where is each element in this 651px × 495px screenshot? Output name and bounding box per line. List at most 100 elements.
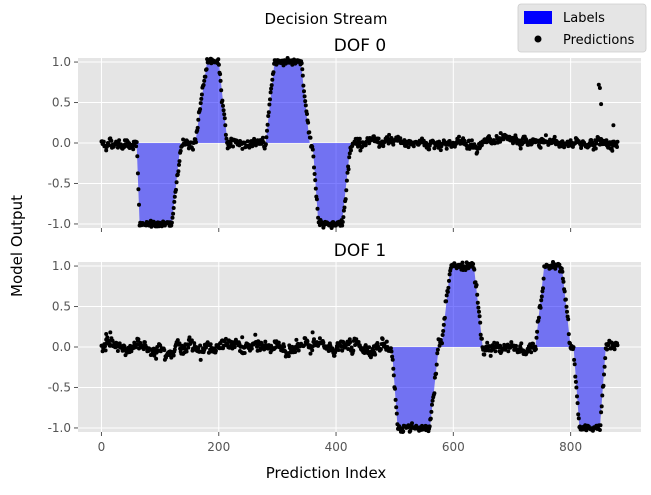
dof1-prediction-point xyxy=(336,348,341,352)
dof0-prediction-point xyxy=(307,130,312,135)
dof1-prediction-point xyxy=(242,351,247,355)
dof0-labels-area xyxy=(101,62,618,224)
dof1-prediction-point xyxy=(349,345,354,350)
dof1-ytick-label: 1.0 xyxy=(52,259,71,273)
dof1-prediction-point xyxy=(601,383,606,388)
dof0-prediction-point xyxy=(381,144,386,149)
dof1-prediction-point xyxy=(263,339,268,344)
dof0-prediction-point xyxy=(171,211,176,216)
dof0-prediction-point xyxy=(314,197,319,202)
dof0-prediction-point xyxy=(270,77,275,82)
dof0-prediction-point xyxy=(593,146,598,151)
dof1-prediction-point xyxy=(564,304,569,309)
dof1-prediction-point xyxy=(103,344,107,349)
dof1-ticks: -1.0 -0.5 0.0 0.5 1.0 0 200 400 600 800 xyxy=(48,259,583,454)
dof0-prediction-point xyxy=(101,139,106,144)
y-axis-label: Model Output xyxy=(8,195,26,297)
dof1-prediction-point xyxy=(384,339,389,344)
dof1-prediction-point xyxy=(348,340,353,344)
dof0-prediction-point xyxy=(427,147,432,152)
dof1-prediction-point xyxy=(529,350,534,355)
dof0-prediction-point xyxy=(347,155,352,160)
dof0-prediction-point xyxy=(301,83,306,88)
dof0-prediction-point xyxy=(341,215,346,220)
dof1-prediction-point xyxy=(575,401,580,406)
dof0-prediction-point xyxy=(590,141,595,145)
dof0-prediction-point xyxy=(199,92,204,97)
dof0-prediction-point xyxy=(172,194,177,199)
dof0-prediction-point xyxy=(552,134,557,139)
dof0-prediction-point xyxy=(182,142,187,147)
dof1-prediction-point xyxy=(373,352,378,357)
dof1-prediction-point xyxy=(615,343,620,348)
dof1-prediction-point xyxy=(479,336,484,341)
dof1-prediction-point xyxy=(305,339,310,344)
dof0-prediction-point xyxy=(228,141,233,146)
dof1-prediction-point xyxy=(189,338,194,343)
dof1-prediction-point xyxy=(294,337,299,342)
dof0-prediction-point xyxy=(347,151,352,156)
legend-labels-swatch xyxy=(524,11,552,24)
dof0-prediction-point xyxy=(315,206,320,211)
dof1-prediction-point xyxy=(113,345,118,350)
dof1-prediction-point xyxy=(566,332,571,337)
dof1-prediction-point xyxy=(434,362,439,367)
dof1-prediction-point xyxy=(430,398,435,403)
dof1-prediction-point xyxy=(562,289,567,294)
dof0-prediction-point xyxy=(223,123,228,128)
dof0-prediction-point xyxy=(198,101,203,106)
dof1-prediction-point xyxy=(293,350,298,354)
dof0-prediction-point xyxy=(194,140,198,145)
dof1-prediction-point xyxy=(312,337,316,342)
dof0-prediction-point xyxy=(231,144,235,149)
dof1-prediction-point xyxy=(444,293,449,298)
dof0-prediction-point xyxy=(302,89,306,94)
dof1-prediction-point xyxy=(310,348,315,353)
dof0-prediction-point xyxy=(303,99,308,104)
dof1-prediction-point xyxy=(208,342,213,347)
dof1-prediction-point xyxy=(460,260,465,265)
dof1-prediction-point xyxy=(477,309,481,314)
dof0-prediction-point xyxy=(222,116,227,121)
dof1-prediction-point xyxy=(223,336,228,341)
dof1-prediction-point xyxy=(198,343,203,348)
dof0-prediction-point xyxy=(223,132,228,137)
dof0-prediction-point xyxy=(137,202,141,207)
dof0-prediction-point xyxy=(265,122,270,127)
dof1-prediction-point xyxy=(410,421,414,426)
dof0-prediction-point xyxy=(346,167,351,172)
dof1-prediction-point xyxy=(534,335,539,340)
dof1-prediction-point xyxy=(563,297,568,302)
dof1-prediction-point xyxy=(444,299,449,304)
dof1-prediction-point xyxy=(341,340,346,345)
dof1-prediction-point xyxy=(232,345,237,350)
dof1-prediction-point xyxy=(321,340,326,345)
dof0-prediction-point xyxy=(611,123,616,128)
dof0-ytick-label: -1.0 xyxy=(48,217,71,231)
dof1-prediction-point xyxy=(142,340,147,345)
dof0-prediction-point xyxy=(218,72,223,77)
dof1-prediction-point xyxy=(394,405,399,410)
dof1-prediction-point xyxy=(103,348,108,353)
dof1-prediction-point xyxy=(566,317,571,322)
dof1-prediction-point xyxy=(408,428,413,433)
dof1-prediction-point xyxy=(249,346,254,351)
dof0-prediction-point xyxy=(262,146,267,151)
dof0-prediction-point xyxy=(344,178,349,183)
dof1-prediction-point xyxy=(584,428,589,433)
dof1-prediction-point xyxy=(192,341,197,346)
dof1-prediction-point xyxy=(539,298,544,303)
dof0-prediction-point xyxy=(308,135,313,140)
dof1-prediction-point xyxy=(475,292,480,297)
dof1-xtick-label: 800 xyxy=(559,440,582,454)
dof1-prediction-point xyxy=(574,385,579,390)
dof0-prediction-point xyxy=(302,94,307,99)
dof0-ytick-label: 0.5 xyxy=(52,96,71,110)
dof0-panel: -1.0 -0.5 0.0 0.5 1.0 DOF 0 xyxy=(48,36,641,232)
dof1-prediction-point xyxy=(561,279,566,284)
dof0-prediction-point xyxy=(341,208,346,213)
dof0-prediction-point xyxy=(221,108,226,113)
dof1-prediction-point xyxy=(447,278,451,283)
dof1-prediction-point xyxy=(477,314,482,319)
